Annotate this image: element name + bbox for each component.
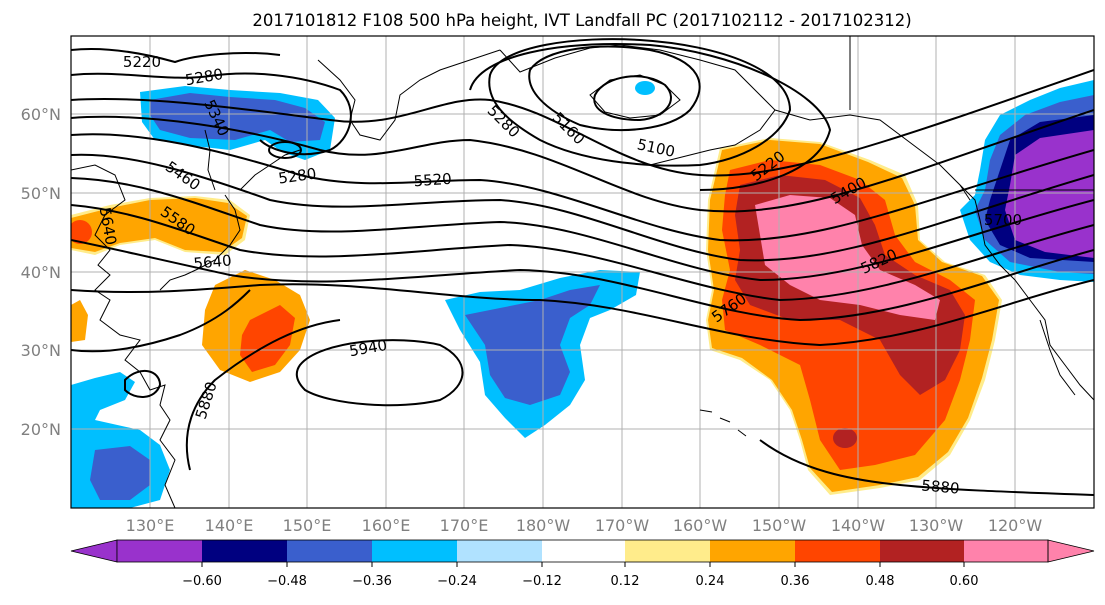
contour-5280-ring [469, 43, 832, 191]
lon-label: 180°W [516, 516, 571, 535]
contour-label: 5640 [193, 251, 233, 272]
contour-band-7 [71, 239, 1094, 322]
colorbar: −0.60 −0.48 −0.36 −0.24 −0.12 0.12 0.24 … [70, 539, 1095, 589]
shade-darkblue-okhotsk [150, 93, 325, 142]
lon-label: 130°E [126, 516, 175, 535]
lat-label: 20°N [21, 420, 61, 439]
lat-label: 30°N [21, 341, 61, 360]
colorbar-segment [795, 540, 880, 562]
colorbar-frame [116, 539, 1049, 563]
map-panel: 5220 5280 5340 5280 5460 5580 5640 5640 … [21, 35, 1095, 535]
lat-label: 40°N [21, 263, 61, 282]
lon-label: 160°E [362, 516, 411, 535]
colorbar-ticks [201, 562, 965, 567]
colorbar-segment [117, 540, 202, 562]
colorbar-extend-high [1047, 539, 1095, 563]
colorbar-tick-label: 0.12 [611, 574, 640, 589]
contour-label: 5700 [984, 211, 1022, 229]
contour-5280-nw [71, 72, 352, 156]
lon-label: 150°W [752, 516, 807, 535]
lon-label: 140°E [205, 516, 254, 535]
latitude-labels: 60°N 50°N 40°N 30°N 20°N [21, 105, 61, 439]
contour-small-loop [124, 370, 162, 398]
figure-title: 2017101812 F108 500 hPa height, IVT Land… [252, 11, 911, 30]
contour-band-1 [71, 69, 1094, 177]
gridlines [71, 36, 1094, 508]
contour-labels: 5220 5280 5340 5280 5460 5580 5640 5640 … [96, 53, 1022, 498]
colorbar-tick-label: −0.12 [522, 574, 562, 589]
contour-label: 5220 [123, 53, 161, 71]
contour-label: 5880 [921, 476, 961, 497]
lon-label: 170°W [595, 516, 650, 535]
colorbar-segment [372, 540, 457, 562]
lon-label: 160°W [673, 516, 728, 535]
lat-label: 60°N [21, 105, 61, 124]
colorbar-tick-label: 0.24 [696, 574, 725, 589]
shade-blue-bering [635, 81, 655, 95]
coast-baja [1039, 319, 1076, 396]
colorbar-segment [625, 540, 710, 562]
contour-label: 5280 [277, 164, 317, 187]
contour-5940 [295, 339, 464, 407]
map-frame [70, 35, 1095, 509]
coastlines [71, 36, 1094, 508]
shade-pink-east [755, 195, 940, 320]
contour-5280-small [268, 141, 302, 159]
contour-5100-low [593, 75, 672, 122]
contour-5220-ring [488, 38, 792, 167]
lat-label: 50°N [21, 184, 61, 203]
contour-band-5 [71, 177, 1094, 282]
colorbar-segment [964, 540, 1048, 562]
colorbar-tick-label: −0.36 [352, 574, 392, 589]
contour-band-8 [71, 279, 1094, 347]
coast-asia [71, 164, 176, 508]
lon-label: 150°E [283, 516, 332, 535]
shade-darkblue-central [465, 285, 600, 405]
colorbar-tick-label: 0.36 [781, 574, 810, 589]
colorbar-segment [880, 540, 964, 562]
coast-alaska [499, 44, 776, 166]
colorbar-extend-low [70, 539, 118, 563]
shade-red-west-north [71, 220, 92, 244]
shade-darkred-small [833, 428, 857, 448]
coast-hawaii [699, 409, 747, 437]
colorbar-segment [202, 540, 287, 562]
shade-orange-west-edge [71, 300, 88, 342]
coast-na-west [959, 184, 1094, 401]
colorbar-tick-labels: −0.60 −0.48 −0.36 −0.24 −0.12 0.12 0.24 … [182, 574, 978, 589]
coast-kamchatka [317, 49, 501, 141]
shade-purple-east [1005, 130, 1094, 258]
colorbar-segment [542, 540, 625, 562]
lon-label: 170°E [440, 516, 489, 535]
contour-band-3 [71, 133, 1094, 242]
colorbar-segment [287, 540, 372, 562]
colorbar-tick-label: −0.48 [267, 574, 307, 589]
lon-label: 140°W [831, 516, 886, 535]
shade-red-west-south [240, 305, 295, 372]
coast-alaska-south [774, 109, 971, 201]
colorbar-segment [710, 540, 795, 562]
contour-band-2 [71, 109, 1094, 213]
contour-5160-low [528, 45, 701, 131]
colorbar-tick-label: 0.60 [950, 574, 979, 589]
shade-darkblue-west-low [90, 446, 150, 500]
contour-band-6 [71, 204, 1094, 302]
lon-label: 130°W [909, 516, 964, 535]
height-contours [71, 38, 1094, 496]
lon-label: 120°W [988, 516, 1043, 535]
contour-band-4 [71, 153, 1094, 262]
longitude-labels: 130°E 140°E 150°E 160°E 170°E 180°W 170°… [126, 516, 1043, 535]
contour-5220-nw [71, 48, 281, 64]
contour-label: 5520 [413, 170, 452, 191]
colorbar-tick-label: 0.48 [866, 574, 895, 589]
colorbar-tick-label: −0.60 [182, 574, 222, 589]
colorbar-segment [457, 540, 542, 562]
contour-5880-se [759, 439, 1094, 496]
contour-5880-sw [71, 289, 341, 471]
colorbar-tick-label: −0.24 [437, 574, 477, 589]
coast-canada-border [849, 36, 1094, 191]
